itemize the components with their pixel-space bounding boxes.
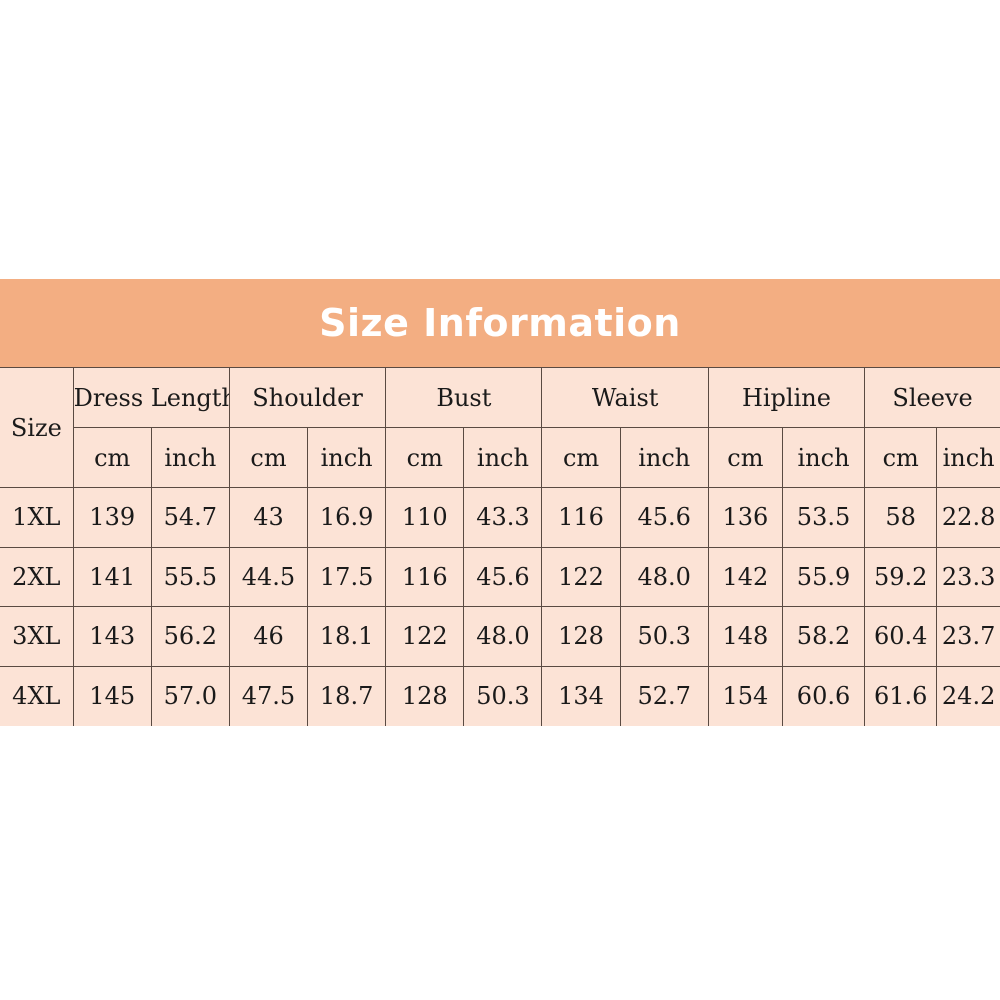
table-cell: 143 bbox=[72, 606, 152, 667]
table-cell: 57.0 bbox=[150, 665, 230, 726]
unit-header-row: cm inch cm inch cm inch cm inch cm inch … bbox=[0, 427, 1000, 488]
table-cell: 141 bbox=[72, 546, 152, 607]
table-row: 1XL 139 54.7 43 16.9 110 43.3 116 45.6 1… bbox=[0, 487, 1000, 548]
table-cell: 54.7 bbox=[150, 487, 230, 548]
table-row: 3XL 143 56.2 46 18.1 122 48.0 128 50.3 1… bbox=[0, 606, 1000, 667]
table-cell: 128 bbox=[541, 606, 621, 667]
size-label: 1XL bbox=[0, 487, 74, 548]
unit-header: inch bbox=[150, 427, 230, 488]
table-cell: 44.5 bbox=[228, 546, 309, 607]
unit-header: cm bbox=[707, 427, 783, 488]
size-label: 2XL bbox=[0, 546, 74, 607]
table-cell: 122 bbox=[385, 606, 465, 667]
table-cell: 145 bbox=[72, 665, 152, 726]
table-cell: 136 bbox=[707, 487, 783, 548]
table-cell: 110 bbox=[385, 487, 465, 548]
table-cell: 56.2 bbox=[150, 606, 230, 667]
size-label: 3XL bbox=[0, 606, 74, 667]
unit-header: inch bbox=[936, 427, 1000, 488]
table-cell: 116 bbox=[541, 487, 621, 548]
table-cell: 46 bbox=[228, 606, 309, 667]
unit-header: inch bbox=[781, 427, 866, 488]
page-title: Size Information bbox=[319, 301, 681, 345]
table-row: 4XL 145 57.0 47.5 18.7 128 50.3 134 52.7… bbox=[0, 665, 1000, 726]
table-cell: 148 bbox=[707, 606, 783, 667]
unit-header: inch bbox=[307, 427, 387, 488]
size-column-header: Size bbox=[0, 367, 74, 488]
table-cell: 58.2 bbox=[781, 606, 866, 667]
size-label: 4XL bbox=[0, 665, 74, 726]
group-header: Shoulder bbox=[228, 367, 387, 428]
table-cell: 50.3 bbox=[463, 665, 543, 726]
table-cell: 52.7 bbox=[619, 665, 709, 726]
unit-header: inch bbox=[463, 427, 543, 488]
table-cell: 58 bbox=[864, 487, 938, 548]
table-cell: 43 bbox=[228, 487, 309, 548]
table-cell: 18.7 bbox=[307, 665, 387, 726]
table-cell: 24.2 bbox=[936, 665, 1000, 726]
table-cell: 48.0 bbox=[463, 606, 543, 667]
table-cell: 48.0 bbox=[619, 546, 709, 607]
table-cell: 23.3 bbox=[936, 546, 1000, 607]
table-cell: 122 bbox=[541, 546, 621, 607]
group-header: Waist bbox=[541, 367, 709, 428]
group-header: Hipline bbox=[707, 367, 866, 428]
unit-header: cm bbox=[541, 427, 621, 488]
table-cell: 139 bbox=[72, 487, 152, 548]
group-header-row: Size Dress Length Shoulder Bust Waist Hi… bbox=[0, 367, 1000, 488]
unit-header: cm bbox=[385, 427, 465, 488]
title-banner: Size Information bbox=[0, 279, 1000, 367]
table-cell: 47.5 bbox=[228, 665, 309, 726]
table-cell: 55.5 bbox=[150, 546, 230, 607]
table-cell: 17.5 bbox=[307, 546, 387, 607]
table-cell: 116 bbox=[385, 546, 465, 607]
size-table: Size Dress Length Shoulder Bust Waist Hi… bbox=[0, 367, 1000, 726]
table-cell: 59.2 bbox=[864, 546, 938, 607]
table-cell: 142 bbox=[707, 546, 783, 607]
table-cell: 128 bbox=[385, 665, 465, 726]
table-cell: 45.6 bbox=[619, 487, 709, 548]
table-cell: 55.9 bbox=[781, 546, 866, 607]
table-cell: 50.3 bbox=[619, 606, 709, 667]
table-cell: 134 bbox=[541, 665, 621, 726]
table-cell: 53.5 bbox=[781, 487, 866, 548]
table-cell: 60.4 bbox=[864, 606, 938, 667]
table-cell: 18.1 bbox=[307, 606, 387, 667]
table-cell: 154 bbox=[707, 665, 783, 726]
unit-header: cm bbox=[228, 427, 309, 488]
table-cell: 45.6 bbox=[463, 546, 543, 607]
unit-header: cm bbox=[864, 427, 938, 488]
table-cell: 22.8 bbox=[936, 487, 1000, 548]
unit-header: inch bbox=[619, 427, 709, 488]
group-header: Dress Length bbox=[72, 367, 230, 428]
table-cell: 43.3 bbox=[463, 487, 543, 548]
table-row: 2XL 141 55.5 44.5 17.5 116 45.6 122 48.0… bbox=[0, 546, 1000, 607]
table-cell: 23.7 bbox=[936, 606, 1000, 667]
table-cell: 61.6 bbox=[864, 665, 938, 726]
table-cell: 16.9 bbox=[307, 487, 387, 548]
group-header: Sleeve bbox=[864, 367, 1000, 428]
table-cell: 60.6 bbox=[781, 665, 866, 726]
group-header: Bust bbox=[385, 367, 543, 428]
unit-header: cm bbox=[72, 427, 152, 488]
